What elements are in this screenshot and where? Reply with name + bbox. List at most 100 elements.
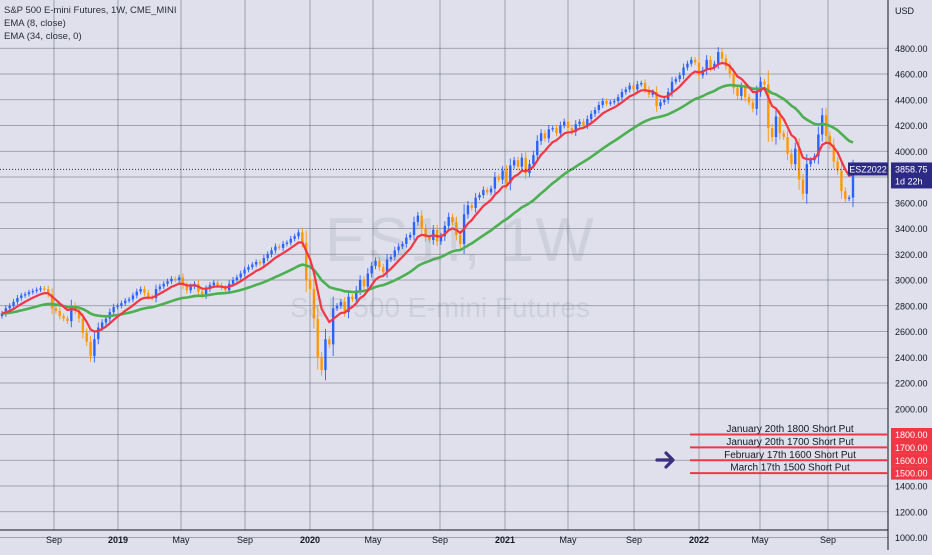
candle-body (266, 254, 269, 259)
candle-body (674, 79, 678, 82)
candle-body (385, 259, 389, 273)
candle-body (135, 291, 138, 296)
x-tick-label: 2020 (300, 535, 320, 545)
candle-body (459, 234, 462, 244)
candle-body (601, 101, 604, 105)
candle-body (774, 116, 778, 138)
candle-body (408, 234, 412, 238)
candle-body (389, 256, 393, 260)
candle-body (786, 137, 789, 154)
ema-fast-legend[interactable]: EMA (8, close) (4, 18, 66, 29)
candle-body (497, 177, 500, 180)
candle-body (43, 288, 46, 290)
symbol-title[interactable]: S&P 500 E-mini Futures, 1W, CME_MINI (4, 5, 177, 16)
candle-body (89, 341, 92, 356)
price-label-text: 1600.00 (895, 456, 928, 466)
candle-body (470, 205, 473, 208)
candle-body (589, 113, 593, 120)
candle-body (663, 99, 666, 103)
candle-body (235, 277, 239, 280)
candle-body (593, 110, 597, 114)
candle-body (640, 83, 643, 85)
y-tick-label: 2000.00 (895, 404, 928, 414)
candle-body (516, 160, 520, 167)
candle-body (370, 265, 373, 274)
price-label-box (891, 440, 932, 454)
candle-body (797, 148, 801, 180)
y-tick-label: 1000.00 (895, 533, 928, 543)
short-put-label: January 20th 1800 Short Put (726, 424, 854, 435)
countdown-text: 1d 22h (895, 176, 923, 186)
candle-body (270, 250, 273, 255)
candle-body (578, 121, 581, 125)
candle-body (705, 59, 708, 71)
candle-body (416, 215, 420, 223)
candle-body (543, 133, 547, 139)
candle-body (616, 97, 620, 102)
candle-body (185, 285, 189, 291)
candle-body (127, 299, 131, 301)
candle-body (189, 286, 192, 291)
candle-body (655, 92, 658, 107)
candle-body (713, 63, 716, 68)
candle-body (851, 169, 855, 198)
candle-body (605, 101, 608, 104)
candle-body (767, 84, 770, 129)
candle-body (305, 242, 308, 280)
candle-body (262, 258, 266, 264)
candles-layer (0, 47, 855, 381)
y-tick-label: 4200.00 (895, 121, 928, 131)
candle-body (170, 278, 173, 282)
candle-body (73, 305, 77, 311)
candle-body (347, 296, 350, 313)
candle-body (20, 295, 23, 299)
candle-body (397, 246, 400, 251)
y-tick-label: 2400.00 (895, 353, 928, 363)
y-tick-label: 4000.00 (895, 147, 928, 157)
candle-body (613, 101, 616, 103)
x-tick-label: Sep (432, 535, 448, 545)
candle-body (659, 102, 662, 107)
candle-body (844, 191, 847, 199)
y-tick-label: 4600.00 (895, 70, 928, 80)
candle-body (482, 189, 485, 196)
candle-body (251, 264, 254, 268)
candle-body (158, 286, 162, 290)
candle-body (632, 85, 635, 90)
candle-body (447, 216, 450, 226)
candle-body (624, 89, 628, 93)
candle-body (628, 85, 631, 90)
candle-body (181, 277, 185, 286)
candle-body (104, 318, 108, 323)
candle-body (809, 160, 812, 165)
candle-body (439, 236, 443, 242)
candle-body (682, 67, 685, 76)
candle-body (243, 269, 246, 274)
short-put-label: February 17th 1600 Short Put (724, 450, 856, 461)
candle-body (539, 133, 543, 141)
candle-body (828, 135, 832, 145)
price-tag: ESZ2022 3858.75 1d 22h (848, 162, 932, 189)
candle-body (555, 128, 558, 134)
y-tick-label: 3600.00 (895, 198, 928, 208)
candle-body (47, 289, 50, 295)
candle-body (551, 128, 554, 130)
candle-body (274, 246, 277, 251)
ema-slow-legend[interactable]: EMA (34, close, 0) (4, 31, 82, 42)
candle-body (62, 316, 65, 319)
currency-label[interactable]: USD (895, 6, 915, 16)
candle-body (247, 267, 250, 270)
contract-tag-box (848, 162, 888, 176)
x-tick-label: May (559, 535, 577, 545)
candle-body (620, 92, 624, 98)
contract-tag-text: ESZ2022 (849, 164, 887, 174)
candle-body (143, 289, 146, 293)
legend: S&P 500 E-mini Futures, 1W, CME_MINI EMA… (4, 4, 176, 43)
candle-body (709, 59, 712, 68)
x-tick-label: May (172, 535, 190, 545)
candle-body (643, 83, 647, 90)
candle-body (443, 225, 447, 237)
candle-body (717, 52, 720, 64)
